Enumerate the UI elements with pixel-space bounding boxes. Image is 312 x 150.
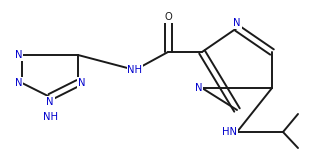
Text: N: N — [233, 18, 241, 28]
Text: N: N — [46, 97, 54, 107]
Text: NH: NH — [128, 65, 143, 75]
Text: N: N — [78, 78, 85, 88]
Text: NH: NH — [42, 112, 57, 122]
Text: HN: HN — [222, 127, 237, 137]
Text: N: N — [194, 83, 202, 93]
Text: N: N — [14, 78, 22, 88]
Text: N: N — [14, 50, 22, 60]
Text: O: O — [164, 12, 172, 22]
